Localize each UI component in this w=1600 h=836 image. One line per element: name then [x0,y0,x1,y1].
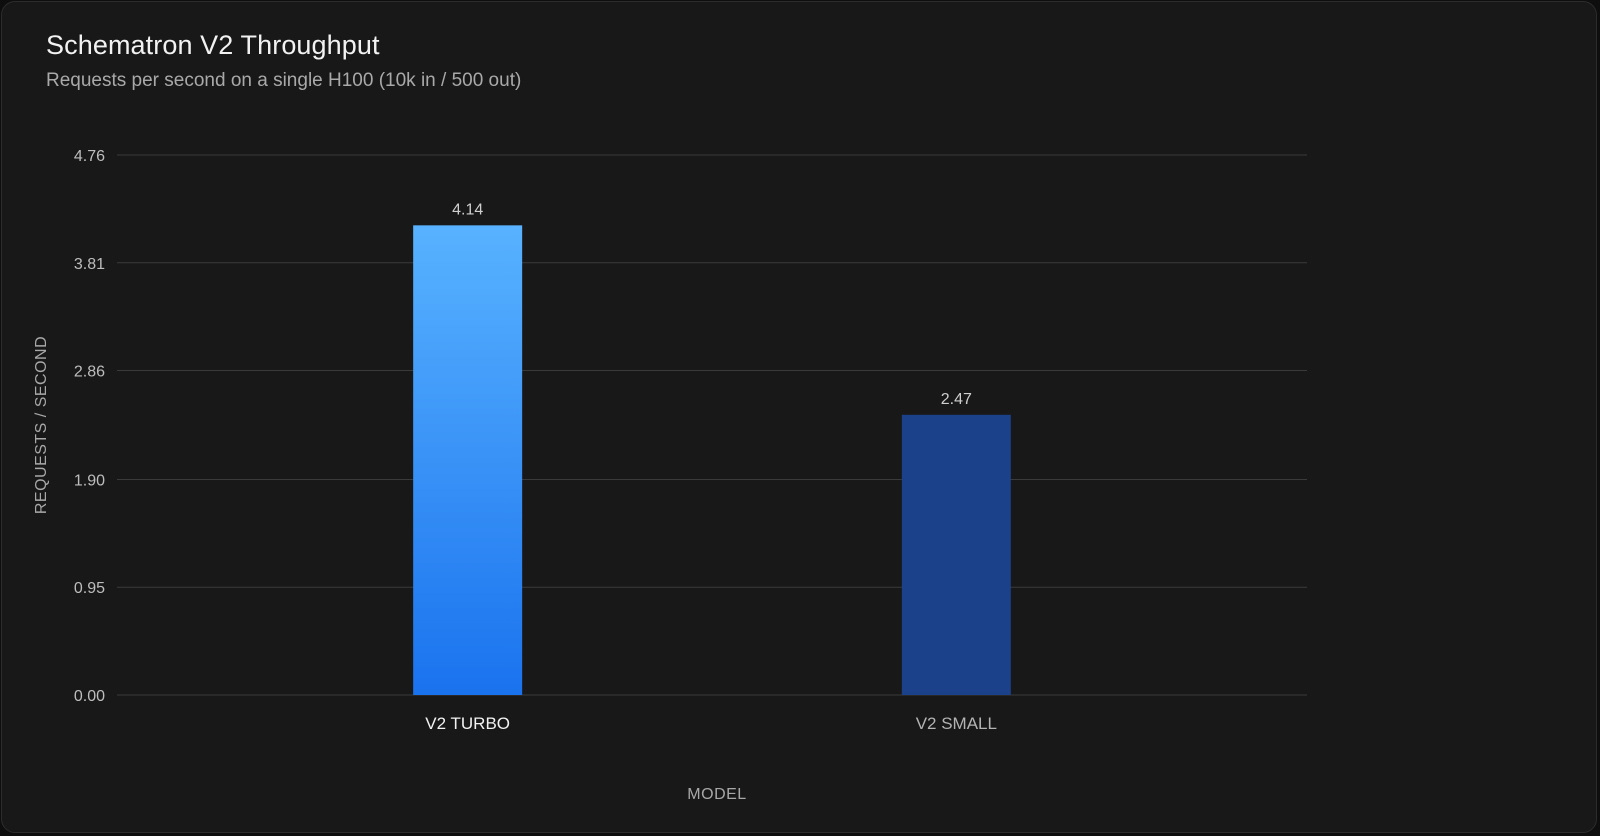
x-tick-label: V2 TURBO [425,714,510,733]
y-tick-label: 3.81 [74,256,105,273]
y-tick-label: 1.90 [74,472,105,489]
data-labels: 4.14 2.47 [452,201,972,407]
y-tick-label: 2.86 [74,364,105,381]
y-tick-label: 4.76 [74,148,105,165]
chart-title: Schematron V2 Throughput [46,30,380,60]
y-tick-label: 0.00 [74,688,105,705]
bar-v2-turbo[interactable] [413,225,523,696]
x-axis: V2 TURBO V2 SMALL [425,714,997,733]
bar-v2-small[interactable] [901,414,1011,695]
bar-value-label: 2.47 [941,391,972,408]
x-tick-label: V2 SMALL [916,714,997,733]
grid [117,154,1307,696]
bar-value-label: 4.14 [452,201,483,218]
bars [413,225,1011,696]
chart-subtitle: Requests per second on a single H100 (10… [46,70,522,91]
y-tick-label: 0.95 [74,580,105,597]
y-axis: 0.00 0.95 1.90 2.86 3.81 4.76 [74,148,105,705]
x-axis-label: MODEL [687,786,746,803]
y-axis-label: REQUESTS / SECOND [33,336,50,514]
